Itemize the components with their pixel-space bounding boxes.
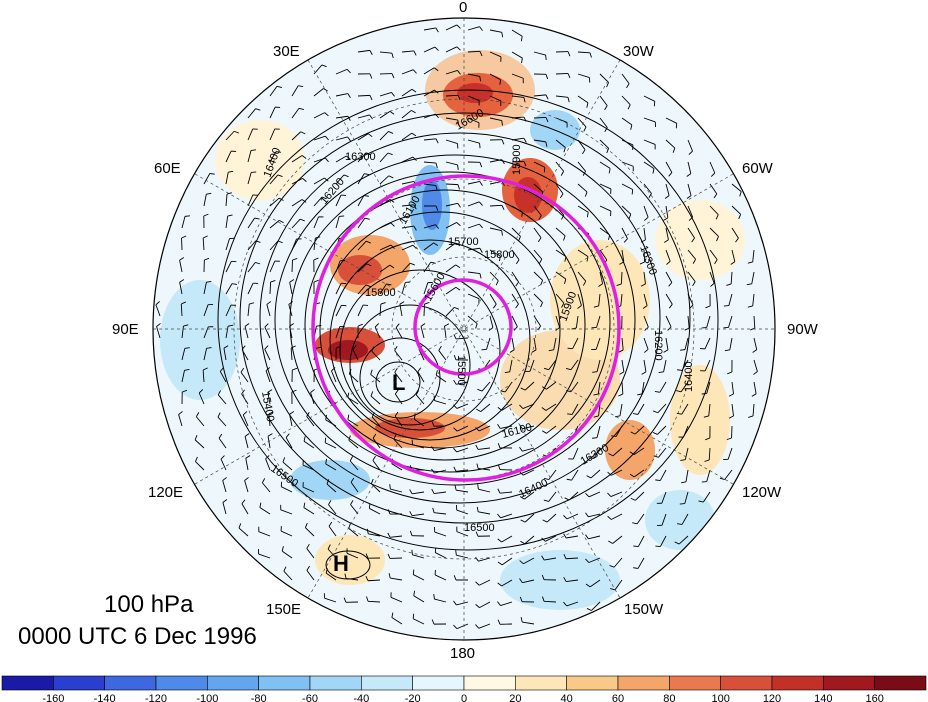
contour-label: 16500 (464, 522, 495, 534)
height-contours (217, 89, 719, 580)
colorbar-label: -120 (145, 693, 167, 702)
lon-label-30w: 30W (623, 43, 655, 60)
lon-label-30e: 30E (273, 43, 300, 60)
colorbar-swatch (309, 675, 362, 691)
colorbar-label: -60 (302, 693, 318, 702)
lon-label-60w: 60W (742, 160, 774, 177)
colorbar-label: 140 (814, 693, 832, 702)
caption-time: 0000 UTC 6 Dec 1996 (18, 623, 257, 650)
contour-label: 16200 (652, 330, 664, 361)
colorbar-label: 60 (612, 693, 624, 702)
colorbar-swatch (463, 675, 516, 691)
colorbar-swatch (361, 675, 413, 691)
colorbar-swatch (515, 675, 567, 691)
magenta-overlay (311, 174, 621, 482)
colorbar-swatch (1, 675, 54, 691)
colorbar: -160 -140 -120 -100 -80 -60 -40 -20 0 20 40 60 80 100… (1, 675, 927, 702)
caption-level: 100 hPa (104, 591, 194, 618)
lon-label-60e: 60E (154, 160, 181, 177)
colorbar-swatch (669, 675, 721, 691)
colorbar-swatch (874, 675, 927, 691)
contour-label: 15900 (511, 144, 523, 175)
map-boundary (152, 17, 776, 641)
colorbar-label: -40 (353, 693, 369, 702)
contour-label: 15400 (259, 390, 276, 422)
colorbar-label: -140 (94, 693, 116, 702)
high-pressure-marker: H (333, 551, 349, 576)
contour-label: 16300 (345, 151, 376, 163)
colorbar-swatch (823, 675, 875, 691)
lon-label-0: 0 (459, 0, 467, 16)
colorbar-swatch (617, 675, 670, 691)
colorbar-label: 100 (711, 693, 729, 702)
colorbar-label: 120 (763, 693, 781, 702)
lon-label-180: 180 (450, 645, 475, 662)
colorbar-label: -160 (42, 693, 64, 702)
contour-label: 15500 (455, 355, 467, 386)
longitude-labels: 0 30W 60W 90W 120W 150W 180 150E 120E 90… (112, 0, 819, 662)
colorbar-swatch (566, 675, 619, 691)
lon-label-150e: 150E (266, 601, 301, 618)
lon-label-150w: 150W (624, 601, 664, 618)
colorbar-swatch (412, 675, 465, 691)
colorbar-label: 160 (865, 693, 883, 702)
colorbar-label: -80 (251, 693, 267, 702)
colorbar-swatch (207, 675, 259, 691)
colorbar-label: 80 (663, 693, 675, 702)
graticule (152, 17, 776, 641)
lon-label-90w: 90W (787, 321, 819, 338)
colorbar-label: 40 (561, 693, 573, 702)
colorbar-swatch (104, 675, 157, 691)
colorbar-swatch (258, 675, 311, 691)
colorbar-swatch (155, 675, 208, 691)
contour-label: 15700 (448, 236, 479, 248)
low-pressure-marker: L (392, 370, 405, 395)
colorbar-label: 0 (461, 693, 467, 702)
colorbar-swatch (720, 675, 773, 691)
lon-label-90e: 90E (112, 321, 139, 338)
contour-label: 15800 (484, 249, 515, 261)
colorbar-label: 20 (509, 693, 521, 702)
colorbar-swatch (53, 675, 105, 691)
lon-label-120w: 120W (742, 484, 782, 501)
colorbar-label: -100 (196, 693, 218, 702)
colorbar-label: -20 (405, 693, 421, 702)
lon-label-120e: 120E (148, 484, 183, 501)
contour-label: 16400 (683, 361, 695, 392)
colorbar-swatch (771, 675, 824, 691)
wind-barbs (155, 24, 758, 630)
contour-label: 15800 (365, 287, 396, 299)
